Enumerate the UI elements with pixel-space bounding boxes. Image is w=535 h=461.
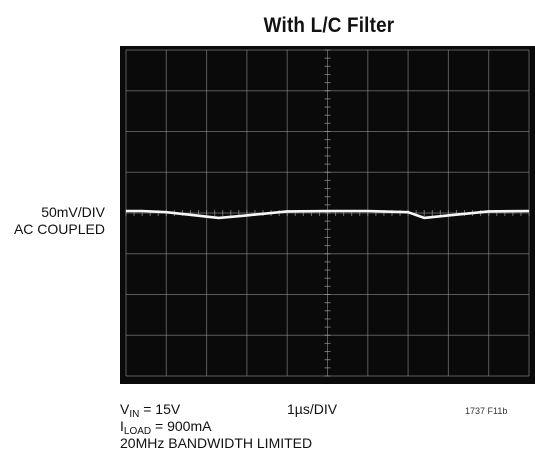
iload-condition: ILOAD = 900mA xyxy=(120,418,212,437)
iload-subscript: LOAD xyxy=(123,426,152,437)
waveform-trace xyxy=(126,209,530,220)
time-scale-label: 1µs/DIV xyxy=(287,401,338,417)
iload-symbol: I xyxy=(120,418,124,434)
vin-symbol: V xyxy=(120,401,130,417)
chart-title: With L/C Filter xyxy=(263,14,395,37)
iload-value: = 900mA xyxy=(151,418,212,434)
vertical-scale-label: 50mV/DIV xyxy=(41,204,105,220)
oscilloscope-screen xyxy=(120,46,535,384)
figure-code: 1737 F11b xyxy=(465,406,508,416)
vin-subscript: IN xyxy=(129,409,140,420)
bandwidth-note: 20MHz BANDWIDTH LIMITED xyxy=(120,435,313,451)
coupling-label: AC COUPLED xyxy=(13,221,105,237)
vin-condition: VIN = 15V xyxy=(120,401,181,420)
vin-value: = 15V xyxy=(139,401,181,417)
